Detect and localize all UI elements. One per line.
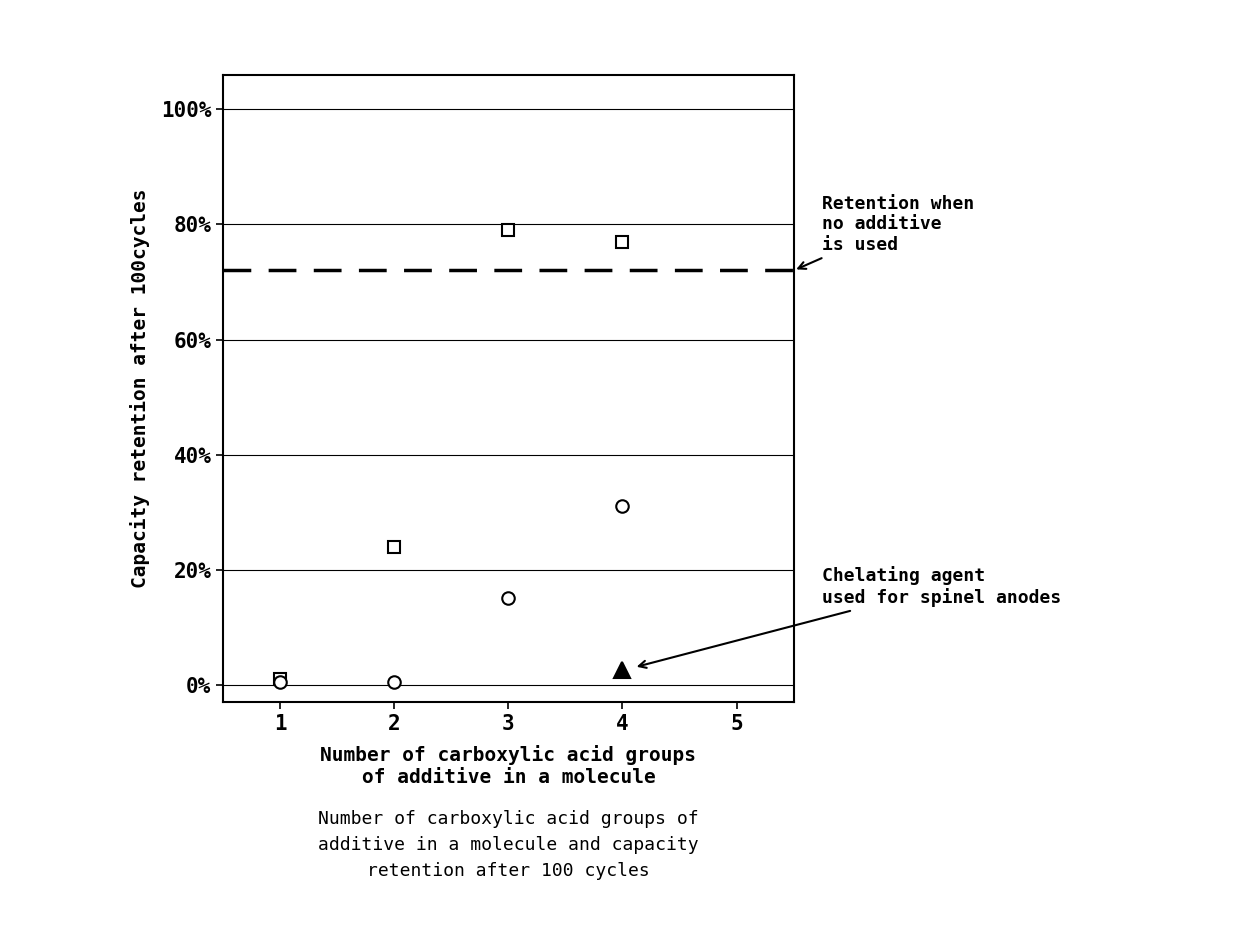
Text: Retention when
no additive
is used: Retention when no additive is used <box>799 195 975 269</box>
Y-axis label: Capacity retention after 100cycles: Capacity retention after 100cycles <box>130 189 150 588</box>
X-axis label: Number of carboxylic acid groups
of additive in a molecule: Number of carboxylic acid groups of addi… <box>320 745 697 787</box>
Text: Number of carboxylic acid groups of
additive in a molecule and capacity
retentio: Number of carboxylic acid groups of addi… <box>319 810 698 881</box>
Text: Chelating agent
used for spinel anodes: Chelating agent used for spinel anodes <box>639 566 1061 668</box>
